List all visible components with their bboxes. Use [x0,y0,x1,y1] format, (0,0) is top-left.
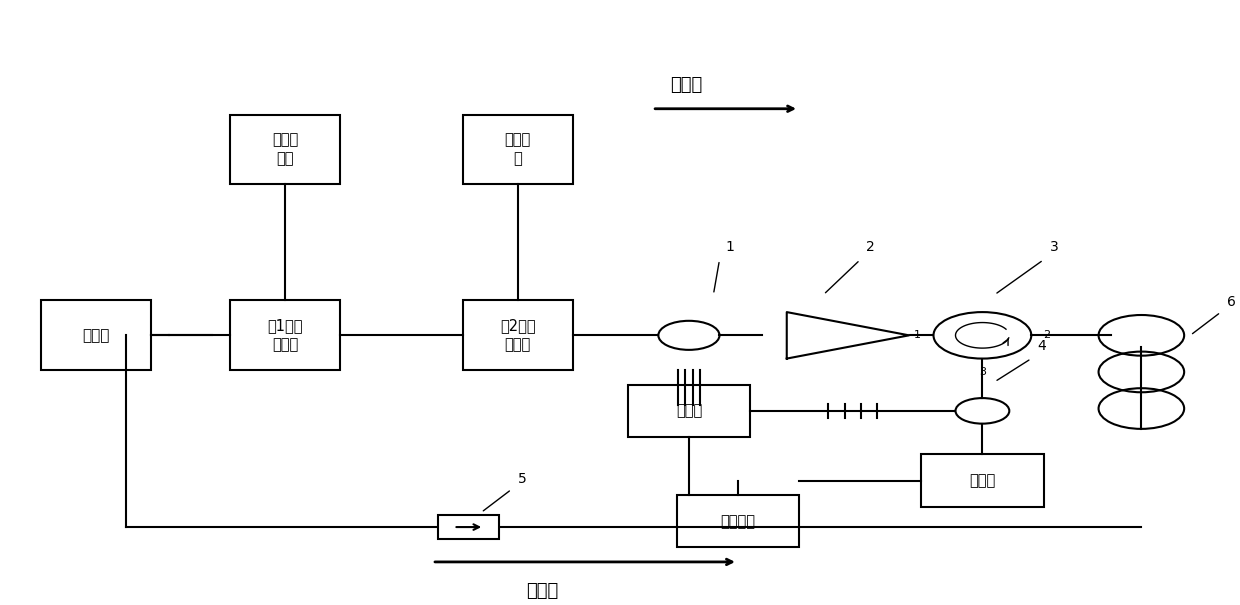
FancyBboxPatch shape [627,385,750,437]
Text: 探测光: 探测光 [526,582,558,600]
FancyBboxPatch shape [921,454,1044,507]
Text: 激光器: 激光器 [82,328,109,343]
Text: 探测器: 探测器 [970,473,996,488]
Text: 1: 1 [725,240,734,254]
Text: 脉冲模
块: 脉冲模 块 [505,132,531,166]
Text: 第2电光
调制器: 第2电光 调制器 [500,319,536,352]
Text: 捷变频
模块: 捷变频 模块 [273,132,299,166]
Text: 4: 4 [1038,339,1047,353]
FancyBboxPatch shape [677,495,799,548]
FancyBboxPatch shape [463,114,573,185]
Text: 探测器: 探测器 [676,404,702,419]
Polygon shape [786,312,909,359]
FancyBboxPatch shape [231,114,341,185]
Text: 2: 2 [867,240,875,254]
Text: 第1电光
调制器: 第1电光 调制器 [268,319,303,352]
Text: 3: 3 [1049,240,1059,254]
Text: 6: 6 [1226,295,1236,309]
FancyBboxPatch shape [438,515,500,538]
FancyBboxPatch shape [231,301,341,370]
Text: 1: 1 [914,330,921,341]
Text: 2: 2 [1044,330,1050,341]
Text: 3: 3 [978,367,986,378]
Text: 5: 5 [518,473,527,486]
FancyBboxPatch shape [463,301,573,370]
FancyBboxPatch shape [41,301,151,370]
Text: 采集模块: 采集模块 [720,514,755,529]
Text: 泵浦光: 泵浦光 [671,76,703,94]
